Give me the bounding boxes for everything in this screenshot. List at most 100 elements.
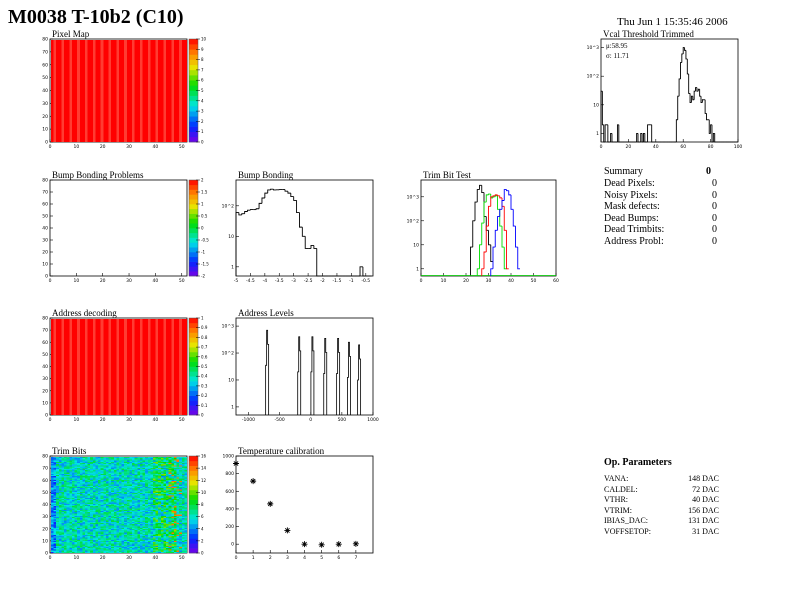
histogram-bin	[603, 124, 606, 143]
colorbar-cell	[189, 327, 198, 333]
x-tick-label: 40	[153, 555, 159, 561]
x-tick-label: 10	[73, 144, 79, 150]
chart-title: Bump Bonding Problems	[52, 170, 144, 180]
address-decoding-heatmap-cells	[50, 318, 187, 415]
histogram-bin	[287, 191, 291, 194]
histogram-bin	[316, 248, 320, 277]
x-tick-label: -5	[234, 278, 239, 284]
histogram-bin	[310, 245, 314, 249]
colorbar-tick-label: 0	[201, 413, 204, 418]
histogram-bin	[476, 268, 480, 276]
address-level-peak	[357, 344, 362, 415]
x-tick-label: 0	[49, 144, 52, 150]
colorbar-tick-label: -2	[201, 274, 205, 279]
colorbar-cell	[189, 494, 198, 500]
x-tick-label: 1000	[367, 417, 379, 423]
colorbar-cell	[189, 85, 198, 91]
histogram-bin	[474, 201, 478, 221]
histogram-bin	[704, 99, 707, 114]
colorbar-cell	[189, 266, 198, 272]
histogram-bin	[267, 189, 271, 194]
colorbar-cell	[189, 189, 198, 195]
y-tick-label: 70	[42, 466, 48, 472]
colorbar-tick-label: 0.2	[201, 393, 208, 398]
colorbar-cell	[189, 504, 198, 510]
y-tick-label: 80	[42, 316, 48, 322]
stat-mean: μ:58.95	[606, 42, 628, 50]
address-levels-chart: Address Levels -1000 -500 0 500 1000 1 10 10^2 10…	[222, 308, 379, 423]
summary-row-value: 0	[712, 178, 717, 189]
histogram-bin	[677, 95, 680, 120]
x-tick-label: 30	[126, 278, 132, 284]
pixel-map-heatmap-cells	[50, 39, 187, 142]
data-point	[284, 527, 291, 534]
y-tick-label: 40	[42, 502, 48, 508]
y-tick-label: 40	[42, 88, 48, 94]
colorbar-cell	[189, 252, 198, 258]
chart-title: Address decoding	[52, 308, 117, 318]
y-tick-label: 20	[42, 114, 48, 120]
summary-row-value: 0	[712, 224, 717, 236]
x-tick-label: -2.5	[304, 278, 313, 284]
histogram-bin	[708, 119, 711, 134]
y-tick-label: 70	[42, 190, 48, 196]
histogram-bin	[685, 50, 688, 60]
x-tick-label: 80	[708, 144, 714, 150]
histogram-bin	[510, 194, 514, 210]
colorbar-tick-label: 0	[201, 551, 204, 556]
histogram-bin	[494, 229, 498, 248]
histogram-bin	[637, 133, 640, 143]
y-tick-label: 80	[42, 37, 48, 43]
data-point	[267, 500, 274, 507]
colorbar-cell	[189, 460, 198, 466]
colorbar-tick-label: 6	[201, 78, 204, 83]
temperature-calibration-chart: Temperature calibration 0 1 2 3 4 5 6 7 0 200 400 60…	[223, 446, 374, 561]
colorbar-cell	[189, 400, 198, 406]
histogram-bin	[470, 246, 473, 276]
x-tick-label: 50	[179, 417, 185, 423]
histogram-bin	[497, 195, 500, 210]
colorbar-cell	[189, 371, 198, 377]
summary-title: Summary	[604, 166, 643, 177]
colorbar-tick-label: 0	[201, 226, 204, 231]
histogram-bin	[258, 202, 262, 209]
data-point	[352, 540, 359, 547]
histogram-bin	[270, 188, 274, 190]
histogram-bin	[692, 96, 695, 101]
histogram-bin	[501, 200, 505, 210]
y-tick-label: 10^3	[587, 45, 599, 51]
y-tick-label: 60	[42, 62, 48, 68]
histogram-bin	[700, 96, 703, 103]
y-tick-label: 0	[45, 413, 48, 419]
histogram-bin	[490, 268, 493, 276]
colorbar-tick-label: 12	[201, 478, 207, 483]
histogram-bin	[492, 246, 496, 269]
y-tick-label: 10	[228, 234, 234, 240]
histogram-bin	[479, 244, 482, 269]
plot-frame	[235, 317, 374, 416]
histogram-bin	[607, 124, 610, 143]
colorbar-cell	[189, 256, 198, 262]
x-tick-label: 20	[100, 417, 106, 423]
histogram-bin	[678, 78, 681, 97]
colorbar-cell	[189, 121, 198, 127]
histogram-bin	[651, 124, 654, 143]
stat-sigma: σ: 11.71	[606, 52, 629, 60]
op-param-value: 31 DAC	[692, 527, 719, 536]
colorbar-tick-label: 10	[201, 490, 207, 495]
colorbar-tick-label: 2	[201, 538, 204, 543]
y-tick-label: 600	[225, 489, 234, 495]
y-tick-label: 30	[42, 514, 48, 520]
plot-frame	[235, 455, 374, 554]
y-tick-label: 30	[42, 101, 48, 107]
histogram-bin	[640, 132, 643, 142]
histogram-bin	[244, 211, 248, 214]
colorbar-tick-label: 10	[201, 37, 207, 42]
histogram-bin	[490, 196, 493, 207]
data-point	[318, 541, 325, 548]
data-point	[335, 541, 342, 548]
histogram-bin	[688, 73, 691, 94]
x-tick-label: -4.5	[246, 278, 255, 284]
colorbar-cell	[189, 489, 198, 496]
colorbar-cell	[189, 247, 198, 253]
